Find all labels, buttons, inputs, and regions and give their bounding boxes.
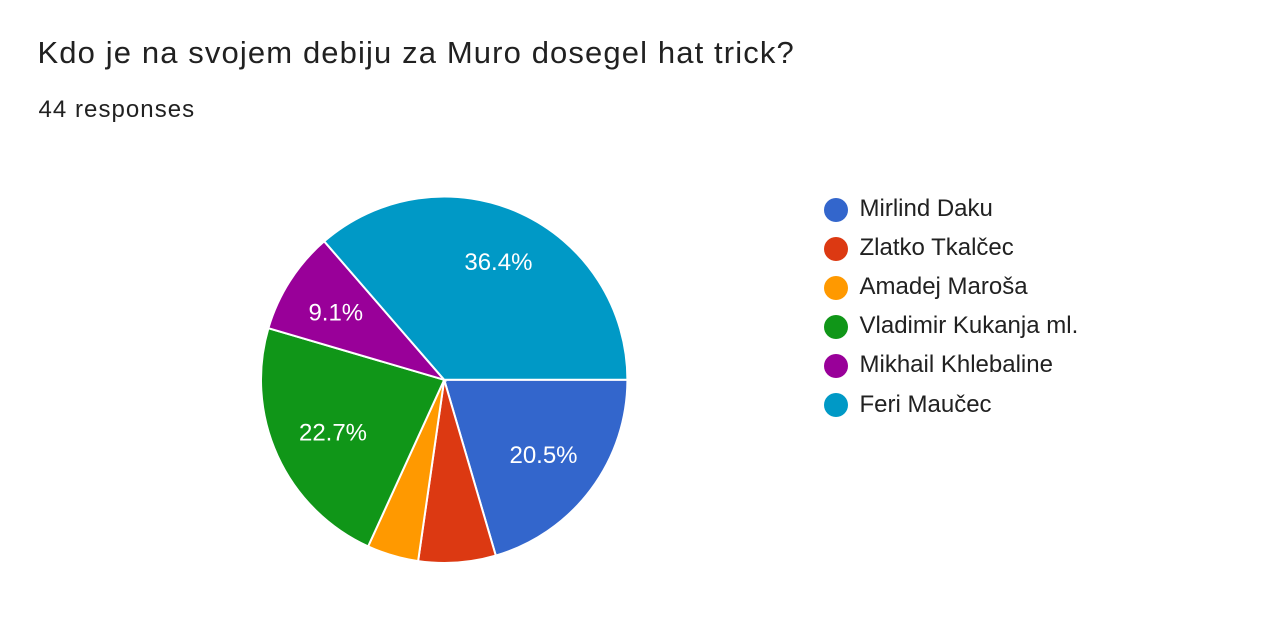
svg-text:20.5%: 20.5%: [509, 442, 577, 469]
svg-text:22.7%: 22.7%: [299, 419, 367, 446]
svg-text:9.1%: 9.1%: [308, 299, 363, 326]
svg-text:36.4%: 36.4%: [464, 249, 532, 276]
